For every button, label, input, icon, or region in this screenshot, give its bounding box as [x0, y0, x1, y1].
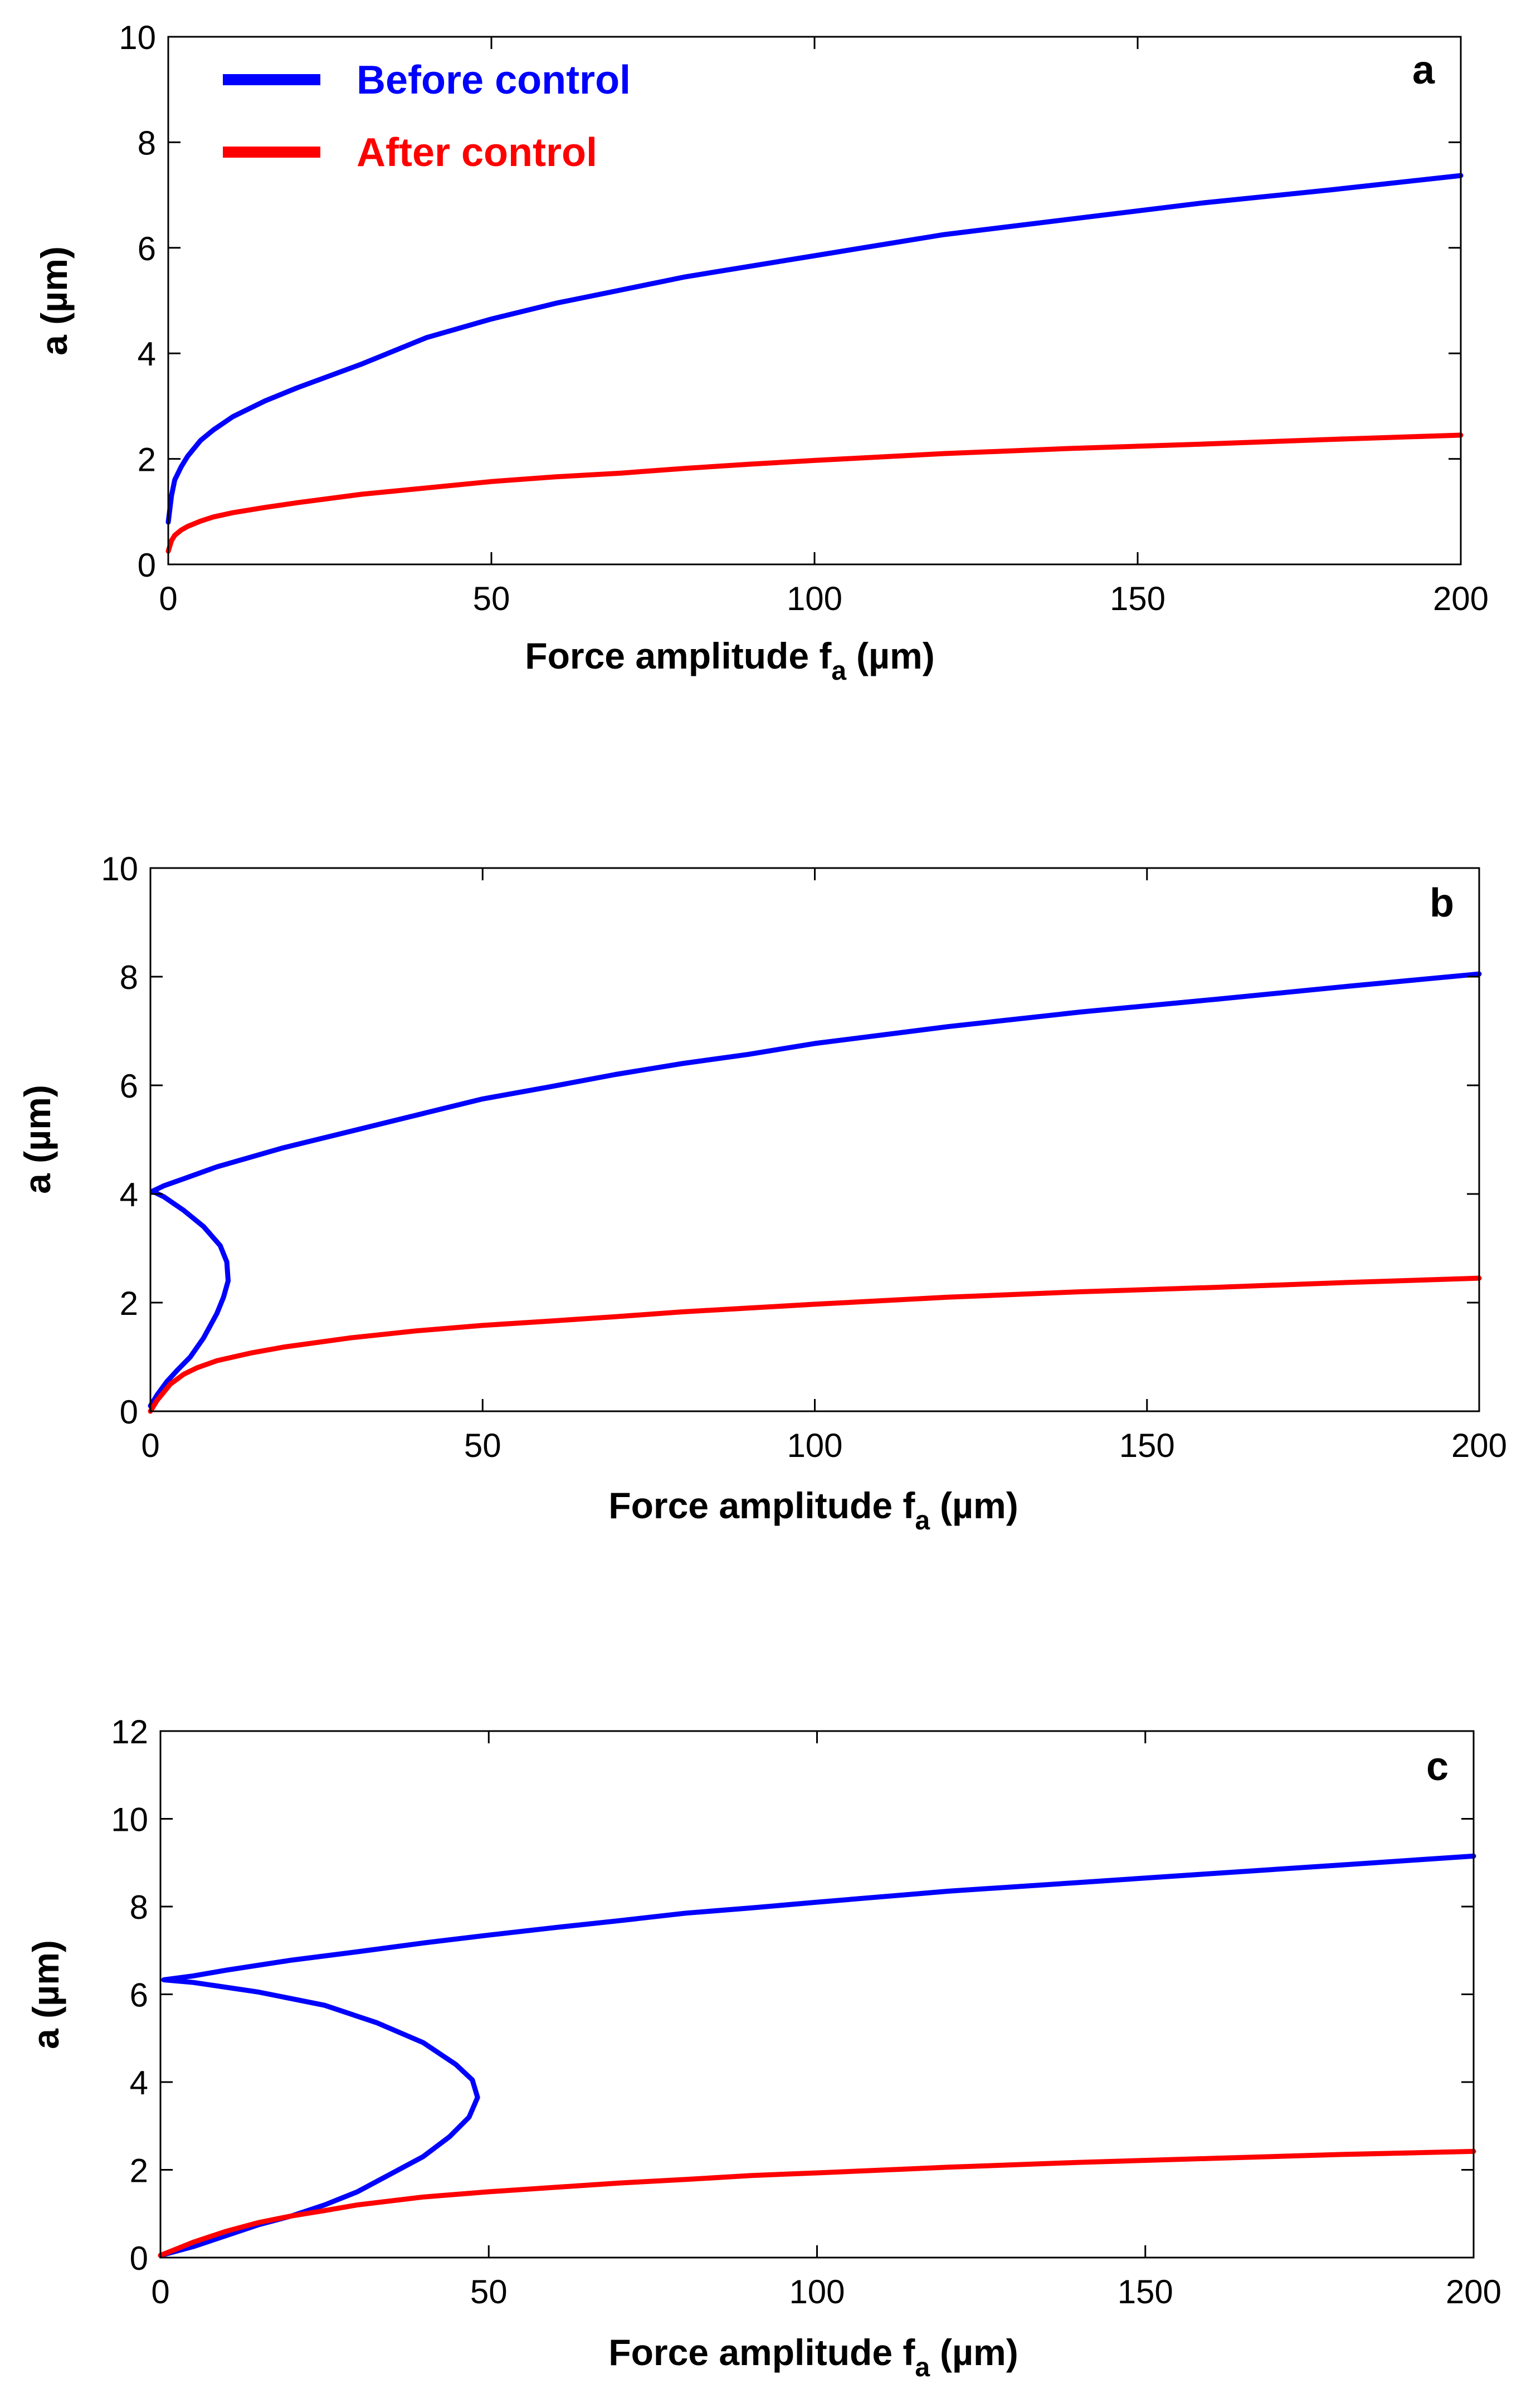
panel-b-ytick-label: 8 [120, 959, 138, 996]
panel-c-ytick-label: 4 [130, 2064, 148, 2102]
panel-c-plot [158, 1853, 1476, 2258]
panel-b: 0 50 100 150 200 0 2 4 6 8 10 b a (µm) Force ampli… [17, 850, 1507, 1536]
panel-c-xtick-label: 150 [1118, 2273, 1173, 2310]
panel-a-series-before-control-line [165, 173, 1464, 525]
panel-c-ylabel: a (µm) [25, 1940, 66, 2049]
panel-b-ytick-label: 10 [101, 850, 138, 888]
panel-a-xlabel: Force amplitude fa (µm) [525, 635, 934, 686]
panel-c-xtick-label: 0 [151, 2273, 169, 2310]
panel-c-xlabel-main: Force amplitude f [608, 2332, 915, 2373]
panel-a-ytick-label: 4 [138, 335, 156, 373]
panel-a-xlabel-unit: (µm) [856, 635, 935, 676]
panel-c: 0 50 100 150 200 0 2 4 6 8 10 12 c a (µm) Force amp… [25, 1713, 1501, 2382]
panel-a-ylabel: a (µm) [33, 246, 75, 355]
panel-a: 0 50 100 150 200 0 2 4 6 8 10 a a (µm) Force ampli… [33, 19, 1489, 686]
panel-c-letter: c [1426, 1744, 1449, 1789]
panel-c-ytick-label: 12 [111, 1713, 148, 1751]
panel-b-ytick-label: 6 [120, 1067, 138, 1105]
panel-a-ytick-label: 2 [138, 441, 156, 479]
panel-a-letter: a [1412, 48, 1435, 92]
panel-b-xlabel-sub: a [915, 1506, 930, 1536]
panel-b-letter: b [1430, 881, 1454, 925]
panel-b-xlabel-main: Force amplitude f [608, 1485, 915, 1526]
panel-a-xtick-label: 50 [473, 580, 510, 617]
panel-a-xlabel-sub: a [831, 656, 846, 686]
panel-b-plot [148, 971, 1482, 1414]
panel-c-ytick-label: 8 [130, 1889, 148, 1926]
panel-c-xtick-label: 50 [470, 2273, 508, 2310]
panel-b-ytick-label: 4 [120, 1176, 138, 1213]
panel-a-xtick-label: 100 [787, 580, 842, 617]
panel-c-xlabel-unit: (µm) [940, 2332, 1018, 2373]
panel-a-series-after-control-line [165, 432, 1464, 554]
panel-c-ytick-label: 6 [130, 1977, 148, 2014]
panel-c-xtick-label: 100 [789, 2273, 845, 2310]
panel-c-series-after-control-line [158, 2148, 1476, 2258]
panel-a-xtick-label: 150 [1110, 580, 1166, 617]
panel-b-ticks: 0 50 100 150 200 0 2 4 6 8 10 [101, 850, 1507, 1464]
panel-b-xtick-label: 100 [787, 1427, 842, 1464]
panel-c-xtick-label: 200 [1446, 2273, 1501, 2310]
panel-b-xlabel: Force amplitude fa (µm) [608, 1485, 1018, 1536]
panel-a-xtick-label: 0 [159, 580, 177, 617]
panel-c-frame [159, 1730, 1475, 2259]
panel-c-ytick-label: 10 [111, 1801, 148, 1839]
panel-c-xlabel-sub: a [915, 2353, 930, 2382]
legend-after-label: After control [357, 130, 597, 175]
panel-b-xtick-label: 150 [1119, 1427, 1175, 1464]
legend: Before control After control [223, 58, 631, 175]
panel-a-ytick-label: 6 [138, 230, 156, 267]
panel-b-ytick-label: 2 [120, 1285, 138, 1322]
panel-a-ytick-label: 10 [119, 19, 156, 56]
panel-b-frame [149, 867, 1480, 1412]
panel-b-xtick-label: 200 [1451, 1427, 1507, 1464]
panel-a-ytick-label: 8 [138, 124, 156, 162]
panel-c-ytick-label: 2 [130, 2152, 148, 2190]
panel-c-xlabel: Force amplitude fa (µm) [608, 2332, 1018, 2382]
panel-b-xlabel-unit: (µm) [940, 1485, 1018, 1526]
panel-c-ytick-label: 0 [130, 2240, 148, 2277]
panel-b-xtick-label: 0 [141, 1427, 159, 1464]
panel-b-xtick-label: 50 [464, 1427, 501, 1464]
panel-a-frame [167, 36, 1462, 566]
panel-b-series-before-control-line [148, 971, 1482, 1408]
legend-before-label: Before control [357, 58, 631, 103]
panel-a-ytick-label: 0 [138, 547, 156, 584]
panel-b-ytick-label: 0 [120, 1393, 138, 1431]
panel-c-series-before-control-line [158, 1853, 1476, 2258]
panel-b-ylabel: a (µm) [17, 1085, 58, 1194]
panel-a-xlabel-main: Force amplitude f [525, 635, 832, 676]
panel-c-ticks: 0 50 100 150 200 0 2 4 6 8 10 12 [111, 1713, 1501, 2310]
panel-a-ticks: 0 50 100 150 200 0 2 4 6 8 10 [119, 19, 1489, 617]
panel-b-series-after-control-line [148, 1275, 1482, 1414]
panel-a-xtick-label: 200 [1433, 580, 1489, 617]
panel-a-plot [165, 173, 1464, 554]
